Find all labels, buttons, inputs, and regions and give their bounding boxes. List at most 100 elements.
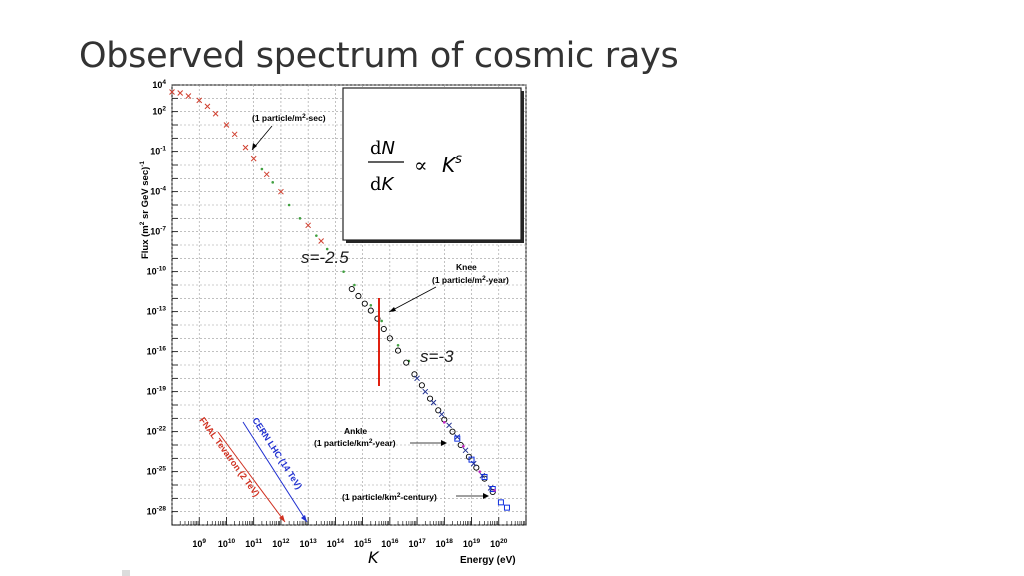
x-tick-label: 1018 <box>436 538 454 549</box>
x-tick-label: 1012 <box>272 538 290 549</box>
data-point <box>298 217 302 220</box>
svg-text:Ankle: Ankle <box>344 426 367 436</box>
data-point <box>380 325 387 333</box>
svg-text:dK: dK <box>370 174 395 195</box>
data-point <box>403 359 410 366</box>
data-point <box>427 395 434 402</box>
annotation-century: (1 particle/km2-century) <box>342 492 489 502</box>
data-point <box>462 444 465 448</box>
svg-text:Knee: Knee <box>456 262 477 272</box>
x-tick-label: 1010 <box>218 538 236 549</box>
data-point <box>468 456 475 463</box>
annotation-ankle: Ankle (1 particle/km2-year) <box>314 426 447 448</box>
data-point <box>386 335 393 342</box>
annotation-sec: (1 particle/m2-sec) <box>251 113 326 151</box>
data-point <box>497 499 504 506</box>
y-tick-label: 10-1 <box>150 146 166 157</box>
data-point <box>438 411 445 418</box>
slope-label-2: s=-3 <box>420 347 454 366</box>
data-point <box>263 171 270 178</box>
x-axis-label: Energy (eV) <box>460 555 516 566</box>
tick-layer: 109 1010 1011 1012 1013 1014 1015 1016 1017 1018 1… <box>147 79 527 549</box>
y-tick-label: 10-4 <box>150 186 166 197</box>
data-point <box>418 382 425 389</box>
data-point <box>271 181 275 184</box>
data-point <box>348 285 355 293</box>
svg-text:(1 particle/km2-century): (1 particle/km2-century) <box>342 492 437 502</box>
data-point <box>242 144 249 151</box>
data-point <box>315 234 318 237</box>
data-point <box>422 388 429 395</box>
x-tick-label: 1011 <box>245 538 262 549</box>
svg-text:(1 particle/km2-year): (1 particle/km2-year) <box>314 438 396 448</box>
data-point <box>367 307 374 314</box>
data-point <box>481 473 488 480</box>
data-point <box>196 97 203 104</box>
data-point <box>305 222 312 229</box>
y-tick-label: 102 <box>152 106 166 117</box>
k-symbol-label: K <box>368 548 380 567</box>
data-point <box>462 447 469 454</box>
x-tick-label: 1014 <box>327 538 345 549</box>
x-tick-label: 1020 <box>490 538 508 549</box>
data-point <box>478 470 482 473</box>
data-point <box>369 304 373 307</box>
data-point <box>435 407 442 414</box>
data-point <box>318 238 324 244</box>
slide-title: Observed spectrum of cosmic rays <box>79 36 679 76</box>
y-tick-label: 10-22 <box>147 426 167 437</box>
data-point <box>489 486 496 493</box>
data-point <box>394 347 402 354</box>
data-point <box>342 270 345 273</box>
data-point <box>361 300 368 307</box>
y-tick-label: 10-19 <box>147 386 167 397</box>
data-point <box>473 464 480 471</box>
corner-smudge <box>122 570 130 576</box>
x-tick-label: 1013 <box>300 538 318 549</box>
data-point <box>177 90 184 96</box>
x-tick-label: 1016 <box>381 538 399 549</box>
data-point <box>493 489 496 492</box>
y-tick-label: 10-16 <box>147 346 167 357</box>
data-point <box>443 421 446 424</box>
data-point <box>212 110 219 117</box>
data-point <box>223 122 230 128</box>
data-point <box>454 434 461 440</box>
data-point <box>260 167 264 171</box>
svg-text:Ks: Ks <box>442 152 462 177</box>
data-point <box>430 399 437 406</box>
y-tick-label: 10-28 <box>147 506 167 517</box>
y-tick-label: 104 <box>152 79 166 90</box>
data-point <box>374 315 381 322</box>
data-point <box>325 247 329 251</box>
x-tick-label: 1019 <box>463 538 481 549</box>
data-point <box>353 283 356 287</box>
data-point <box>449 428 456 435</box>
data-point <box>411 371 418 378</box>
data-layer <box>169 89 510 511</box>
y-tick-label: 10-10 <box>147 266 167 277</box>
data-point <box>446 422 452 429</box>
svg-text:(1 particle/m2-year): (1 particle/m2-year) <box>432 275 509 285</box>
data-point <box>454 435 461 442</box>
data-point <box>503 504 510 511</box>
data-point <box>169 89 175 95</box>
y-tick-label: 10-25 <box>147 466 167 477</box>
data-point <box>185 93 192 99</box>
slope-label-1: s=-2.5 <box>301 248 349 267</box>
data-point <box>414 375 420 382</box>
data-point <box>355 292 362 300</box>
data-point <box>287 203 291 207</box>
y-axis-label: Flux (m2 sr GeV sec)-1 <box>139 161 151 259</box>
y-tick-label: 10-7 <box>150 226 166 237</box>
formula-box: dN dK ∝ Ks <box>342 87 524 243</box>
data-point <box>278 188 284 195</box>
svg-text:(1 particle/m2-sec): (1 particle/m2-sec) <box>252 113 326 123</box>
svg-text:∝: ∝ <box>414 153 428 177</box>
data-point <box>380 319 383 323</box>
data-point <box>204 103 211 110</box>
x-tick-label: 1017 <box>408 538 426 549</box>
data-point <box>250 155 257 162</box>
data-point <box>231 131 238 138</box>
